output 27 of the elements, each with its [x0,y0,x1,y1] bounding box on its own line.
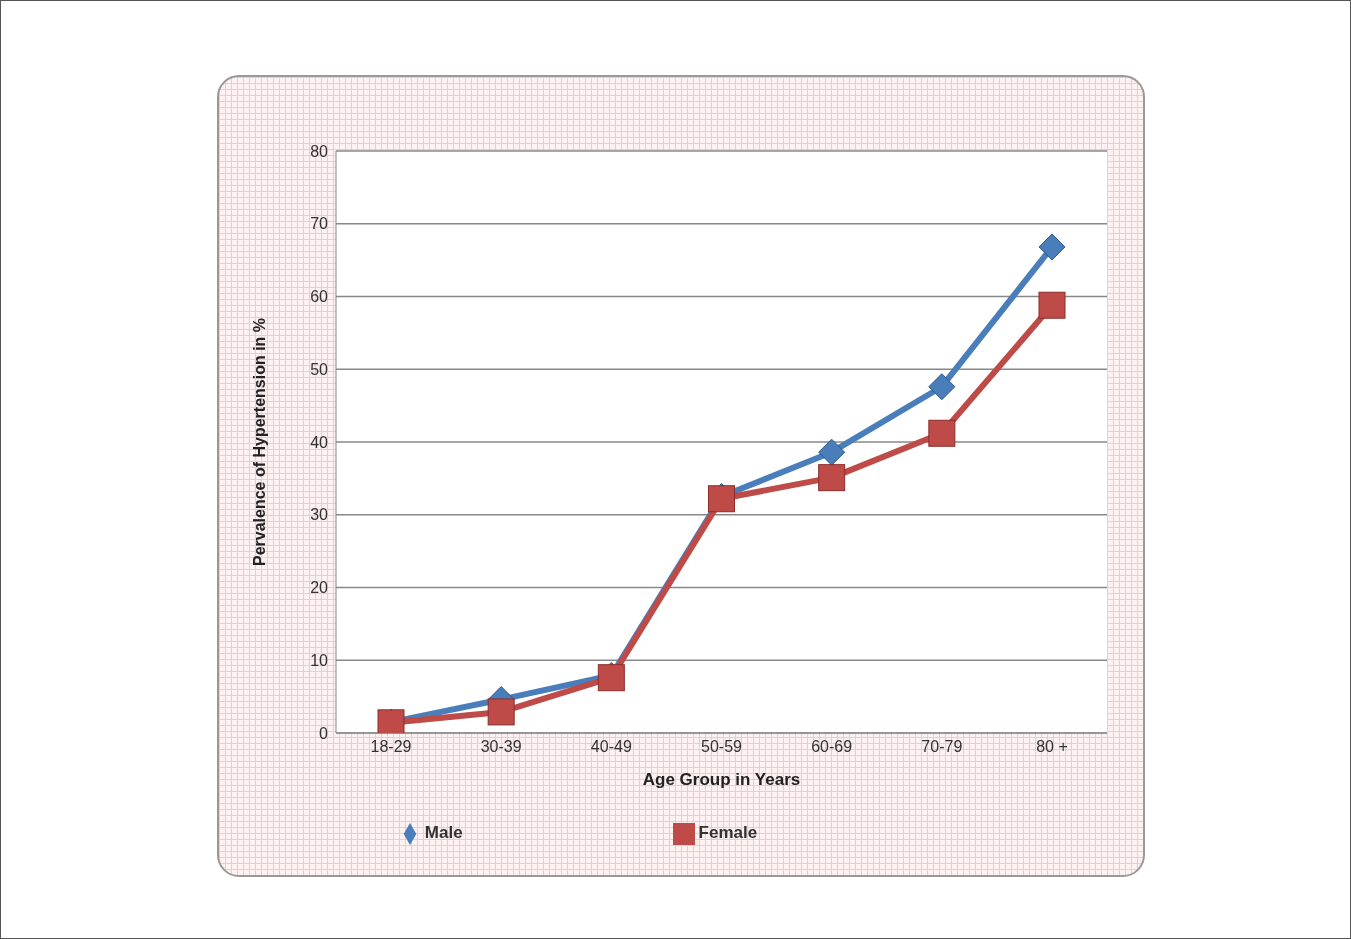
y-tick-label: 0 [319,724,329,742]
y-tick-label: 50 [310,360,329,378]
point [928,419,956,447]
y-axis-title: Pervalence of Hypertension in % [250,317,268,567]
x-axis-title: Age Group in Years [642,770,801,790]
point [1038,233,1066,261]
y-tick-label: 80 [310,142,329,160]
y-tick-label: 20 [310,579,329,597]
point [818,438,846,466]
x-tick-label: 70-79 [921,738,963,756]
y-tick-label: 60 [310,288,329,306]
x-tick-label: 60-69 [811,738,853,756]
y-tick-label: 10 [310,651,329,669]
x-tick-label: 18-29 [370,738,412,756]
legend-label: Female [698,823,758,843]
x-tick-label: 40-49 [590,738,632,756]
legend-label: Male [424,823,463,843]
y-tick-label: 30 [310,506,329,524]
x-tick-label: 80 + [1036,738,1068,756]
point [928,373,956,401]
y-tick-label: 40 [310,433,329,451]
x-tick-label: 50-59 [701,738,743,756]
y-tick-label: 70 [310,215,329,233]
point [487,698,515,726]
x-tick-label: 30-39 [480,738,522,756]
point [1038,291,1066,319]
point [818,464,846,492]
